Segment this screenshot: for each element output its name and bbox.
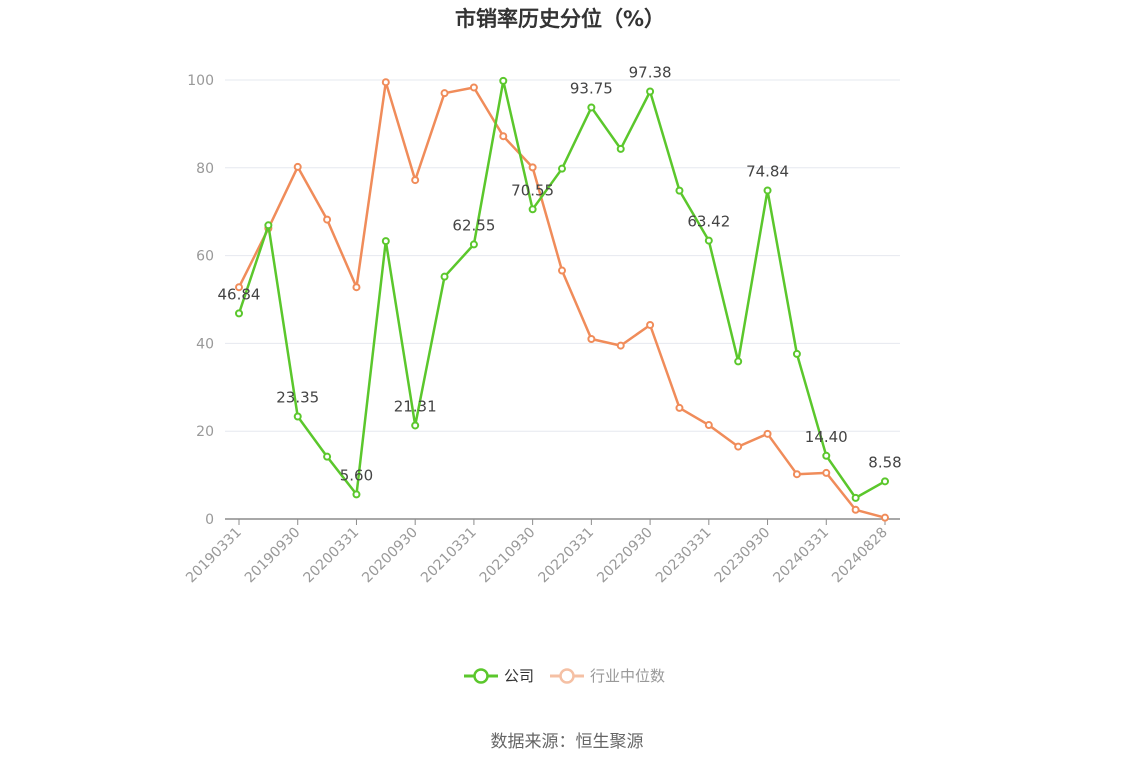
data-point-company [792,349,801,358]
x-tick-label: 20210331 [418,525,480,587]
data-point-industry [235,283,243,292]
data-point-company [381,237,390,246]
y-tick-label: 100 [187,73,214,89]
legend-item-company[interactable]: 公司 [464,667,534,685]
grid-lines [225,79,900,432]
data-point-company [235,309,243,318]
legend-label-company: 公司 [504,667,534,685]
data-point-company [528,205,537,214]
series-line-company [237,79,886,500]
x-tick-label: 20200930 [359,525,421,587]
x-axis: 2019033120190930202003312020093020210331… [183,518,900,587]
data-point-industry [469,83,478,92]
data-point-industry [528,163,537,172]
data-label: 62.55 [452,216,495,234]
data-point-industry [381,78,390,87]
data-point-company [558,164,566,173]
legend-item-industry[interactable]: 行业中位数 [550,667,665,685]
data-point-industry [411,176,420,185]
data-point-industry [323,215,332,224]
data-point-industry [851,505,860,514]
x-tick-label: 20200331 [301,525,363,587]
data-point-industry [822,468,831,477]
data-point-company [763,186,772,195]
data-point-company [616,144,625,153]
data-point-industry [763,429,772,438]
series-layer [235,76,889,522]
data-point-company [851,493,860,502]
data-label: 46.84 [218,285,261,303]
x-tick-label: 20210930 [477,525,539,587]
data-point-industry [792,470,801,479]
x-tick-label: 20190930 [242,525,304,587]
x-tick-label: 20190331 [183,525,245,587]
data-point-company [440,272,449,281]
y-tick-label: 60 [196,249,214,265]
x-tick-label: 20230331 [653,525,715,587]
data-point-industry [440,89,449,98]
data-point-company [323,452,332,461]
data-point-company [646,87,655,96]
data-point-industry [293,162,302,171]
data-label: 14.40 [805,428,848,446]
data-point-company [881,477,889,486]
y-axis: 0 20 40 60 80 100 [187,73,214,528]
legend-label-industry: 行业中位数 [590,667,665,685]
y-tick-label: 20 [196,424,214,440]
data-point-company [469,240,478,249]
data-point-industry [881,513,889,522]
data-label: 93.75 [570,79,613,97]
data-label: 5.60 [340,466,373,484]
legend: 公司 行业中位数 [464,667,665,685]
data-point-industry [558,266,566,275]
data-point-industry [587,335,596,344]
x-tick-label: 20230930 [712,525,774,587]
data-point-industry [675,403,684,412]
data-point-company [352,490,361,499]
data-point-company [411,421,420,430]
data-label: 70.55 [511,181,554,199]
data-point-industry [352,283,361,292]
data-point-company [734,357,743,366]
data-point-company [499,76,508,85]
data-label: 23.35 [276,388,319,406]
x-tick-label: 20240331 [770,525,832,587]
data-point-company [587,103,596,112]
data-source: 数据来源：恒生聚源 [491,732,644,752]
x-tick-label: 20240828 [829,525,891,587]
x-tick-label: 20220331 [535,525,597,587]
data-point-industry [499,132,508,141]
data-label: 21.31 [394,397,437,415]
data-point-company [704,236,713,245]
x-tick-label: 20220930 [594,525,656,587]
data-labels: 46.84 23.35 5.60 21.31 62.55 70.55 93.75 97.38 6… [218,64,902,485]
data-point-company [822,451,831,460]
data-point-industry [646,320,655,329]
data-point-company [293,412,302,421]
data-label: 97.38 [629,64,672,82]
y-tick-label: 0 [205,512,214,528]
y-tick-label: 80 [196,161,214,177]
legend-marker-industry [559,668,575,684]
data-label: 8.58 [868,453,901,471]
data-point-company [675,186,684,195]
data-point-industry [616,341,625,350]
y-tick-label: 40 [196,336,214,352]
data-label: 63.42 [687,213,730,231]
legend-marker-company [473,668,489,684]
data-point-industry [734,442,743,451]
data-label: 74.84 [746,162,789,180]
chart-title: 市销率历史分位（%） [455,7,665,31]
data-point-industry [704,421,713,430]
data-point-company [264,221,273,230]
